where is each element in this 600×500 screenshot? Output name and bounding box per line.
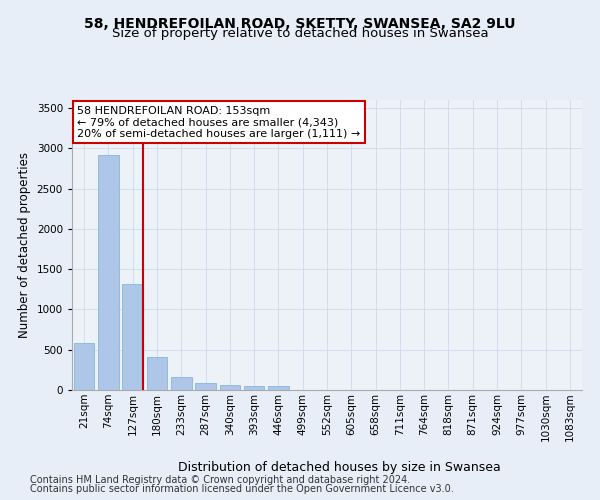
Bar <box>268 386 289 390</box>
Text: Size of property relative to detached houses in Swansea: Size of property relative to detached ho… <box>112 28 488 40</box>
Text: Distribution of detached houses by size in Swansea: Distribution of detached houses by size … <box>178 461 500 474</box>
Bar <box>98 155 119 390</box>
Bar <box>171 377 191 390</box>
Text: Contains HM Land Registry data © Crown copyright and database right 2024.: Contains HM Land Registry data © Crown c… <box>30 475 410 485</box>
Text: 58, HENDREFOILAN ROAD, SKETTY, SWANSEA, SA2 9LU: 58, HENDREFOILAN ROAD, SKETTY, SWANSEA, … <box>84 18 516 32</box>
Y-axis label: Number of detached properties: Number of detached properties <box>18 152 31 338</box>
Bar <box>146 356 167 390</box>
Bar <box>74 344 94 390</box>
Bar <box>195 383 216 390</box>
Text: 58 HENDREFOILAN ROAD: 153sqm
← 79% of detached houses are smaller (4,343)
20% of: 58 HENDREFOILAN ROAD: 153sqm ← 79% of de… <box>77 106 361 139</box>
Bar <box>244 386 265 390</box>
Bar <box>122 284 143 390</box>
Text: Contains public sector information licensed under the Open Government Licence v3: Contains public sector information licen… <box>30 484 454 494</box>
Bar <box>220 385 240 390</box>
